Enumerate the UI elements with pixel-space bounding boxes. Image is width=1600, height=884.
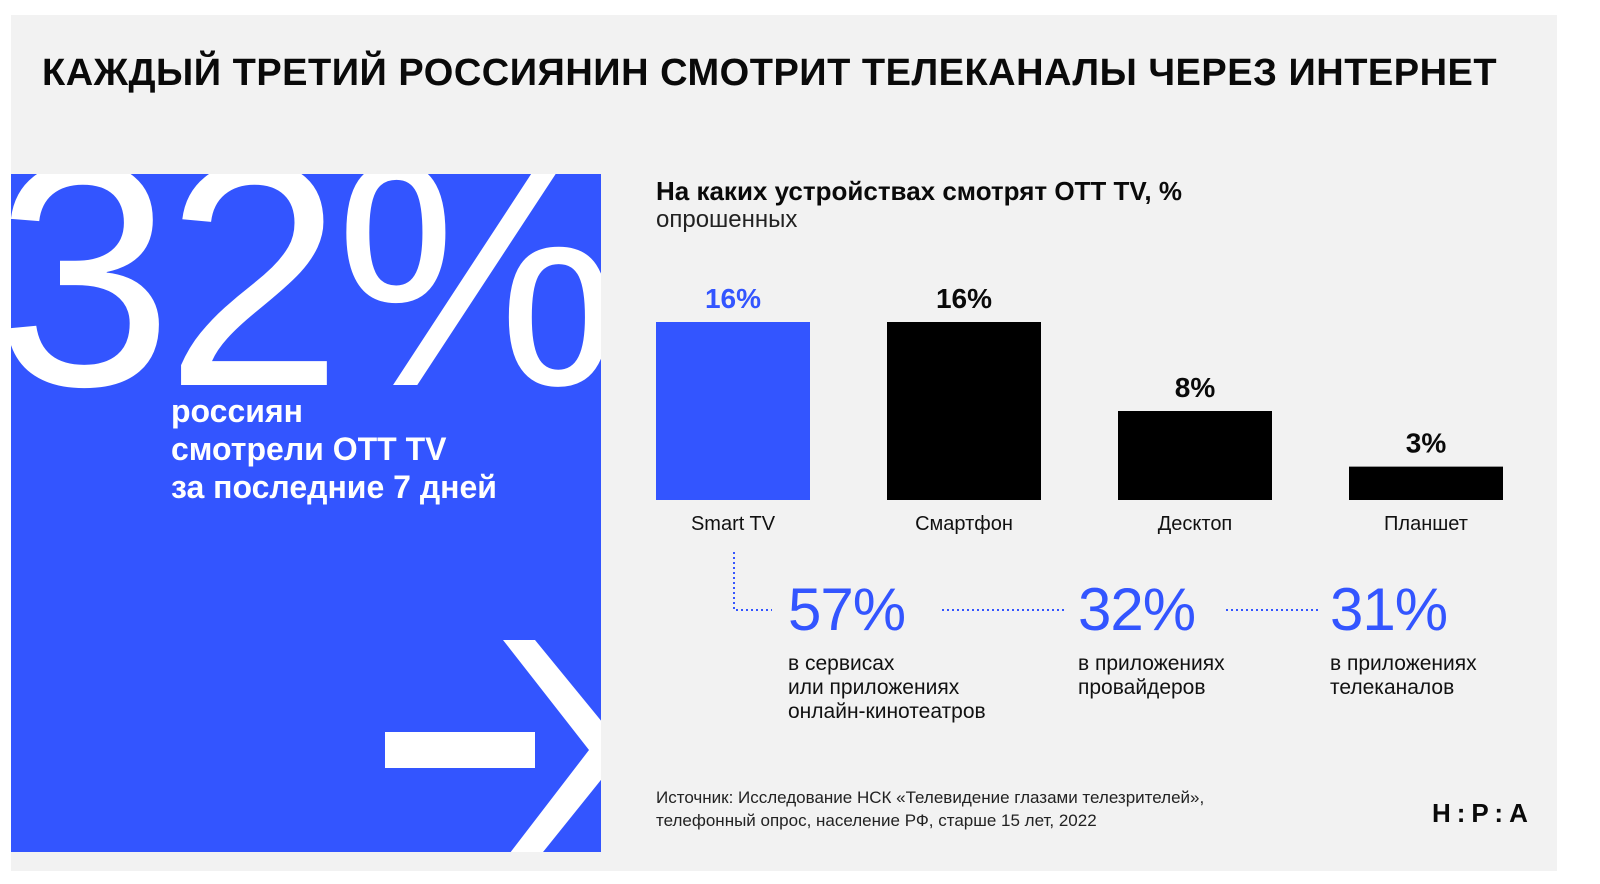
arrow-right-icon xyxy=(385,640,601,852)
breakdown-description-line: или приложениях xyxy=(788,676,960,699)
breakdown-description-line: телеканалов xyxy=(1330,676,1455,699)
chart-subtitle: опрошенных xyxy=(656,206,798,233)
hero-value: 32% xyxy=(11,174,601,453)
source-line: Источник: Исследование НСК «Телевидение … xyxy=(656,788,1205,807)
breakdown-stat: 31% в приложениях телеканалов xyxy=(1330,580,1477,700)
breakdown-description-line: в приложениях xyxy=(1078,652,1225,675)
bar-value-label: 3% xyxy=(1406,428,1447,459)
bar xyxy=(1349,466,1503,500)
hero-caption: россиян смотрели OTT TV за последние 7 д… xyxy=(171,392,591,506)
breakdown-description-line: онлайн-кинотеатров xyxy=(788,700,986,723)
bar-value-label: 16% xyxy=(705,283,761,314)
hero-panel: 32% россиян смотрели OTT TV за последние… xyxy=(11,174,601,852)
hero-caption-line: за последние 7 дней xyxy=(171,469,497,505)
breakdown-description: в приложениях провайдеров xyxy=(1078,652,1225,700)
bar-value-label: 8% xyxy=(1175,372,1216,403)
bar-value-label: 16% xyxy=(936,283,992,314)
connector-line xyxy=(733,552,772,611)
bar xyxy=(887,322,1041,500)
breakdown-description-line: в сервисах xyxy=(788,652,895,675)
bar xyxy=(656,322,810,500)
chart-title: На каких устройствах смотрят OTT TV, % xyxy=(656,176,1182,206)
breakdown-description-line: в приложениях xyxy=(1330,652,1477,675)
breakdown-value: 57% xyxy=(788,576,906,643)
breakdown-description: в приложениях телеканалов xyxy=(1330,652,1477,700)
category-label: Смартфон xyxy=(915,513,1013,535)
breakdown-value: 31% xyxy=(1330,576,1448,643)
breakdown-value: 32% xyxy=(1078,576,1196,643)
breakdown-description: в сервисах или приложениях онлайн-киноте… xyxy=(788,652,986,724)
breakdown-description-line: провайдеров xyxy=(1078,676,1206,699)
category-label: Планшет xyxy=(1384,513,1468,535)
breakdown-stat: 32% в приложениях провайдеров xyxy=(1078,580,1225,700)
hero-caption-line: россиян xyxy=(171,393,303,429)
headline: КАЖДЫЙ ТРЕТИЙ РОССИЯНИН СМОТРИТ ТЕЛЕКАНА… xyxy=(42,52,1498,94)
source-line: телефонный опрос, население РФ, старше 1… xyxy=(656,811,1097,830)
source-note: Источник: Исследование НСК «Телевидение … xyxy=(656,786,1204,832)
breakdown-stat: 57% в сервисах или приложениях онлайн-ки… xyxy=(788,580,986,724)
connector-lines xyxy=(733,552,1318,611)
category-label: Smart TV xyxy=(691,513,776,535)
category-label: Десктоп xyxy=(1158,513,1233,535)
bar xyxy=(1118,411,1272,500)
brand-logo: Н:Р:А xyxy=(1432,798,1534,828)
hero-caption-line: смотрели OTT TV xyxy=(171,431,447,467)
